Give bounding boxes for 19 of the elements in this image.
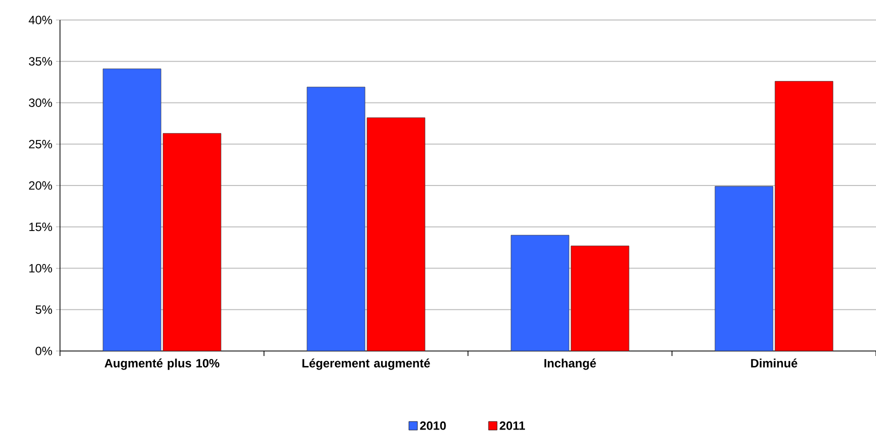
- y-tick-label: 20%: [29, 181, 52, 190]
- x-tick-label: Augmenté plus 10%: [104, 358, 220, 370]
- x-tick-label: Diminué: [751, 358, 798, 368]
- y-tick-label: 30%: [28, 98, 52, 107]
- x-tick-label: Légerement augmenté: [302, 358, 430, 370]
- legend-label: 2010: [420, 421, 446, 430]
- x-tick-label: Inchangé: [544, 358, 596, 370]
- bar: [162, 133, 222, 351]
- y-tick-label: 5%: [36, 305, 52, 314]
- bar: [570, 246, 630, 351]
- y-tick-label: 0%: [36, 346, 52, 356]
- y-tick-label: 15%: [29, 222, 52, 232]
- bar: [774, 81, 834, 351]
- y-tick-label: 35%: [28, 57, 52, 66]
- legend-label: 2011: [500, 421, 525, 430]
- y-tick-label: 25%: [29, 140, 52, 148]
- bar: [366, 117, 426, 351]
- y-tick-label: 40%: [28, 16, 52, 24]
- y-tick-label: 10%: [29, 264, 52, 272]
